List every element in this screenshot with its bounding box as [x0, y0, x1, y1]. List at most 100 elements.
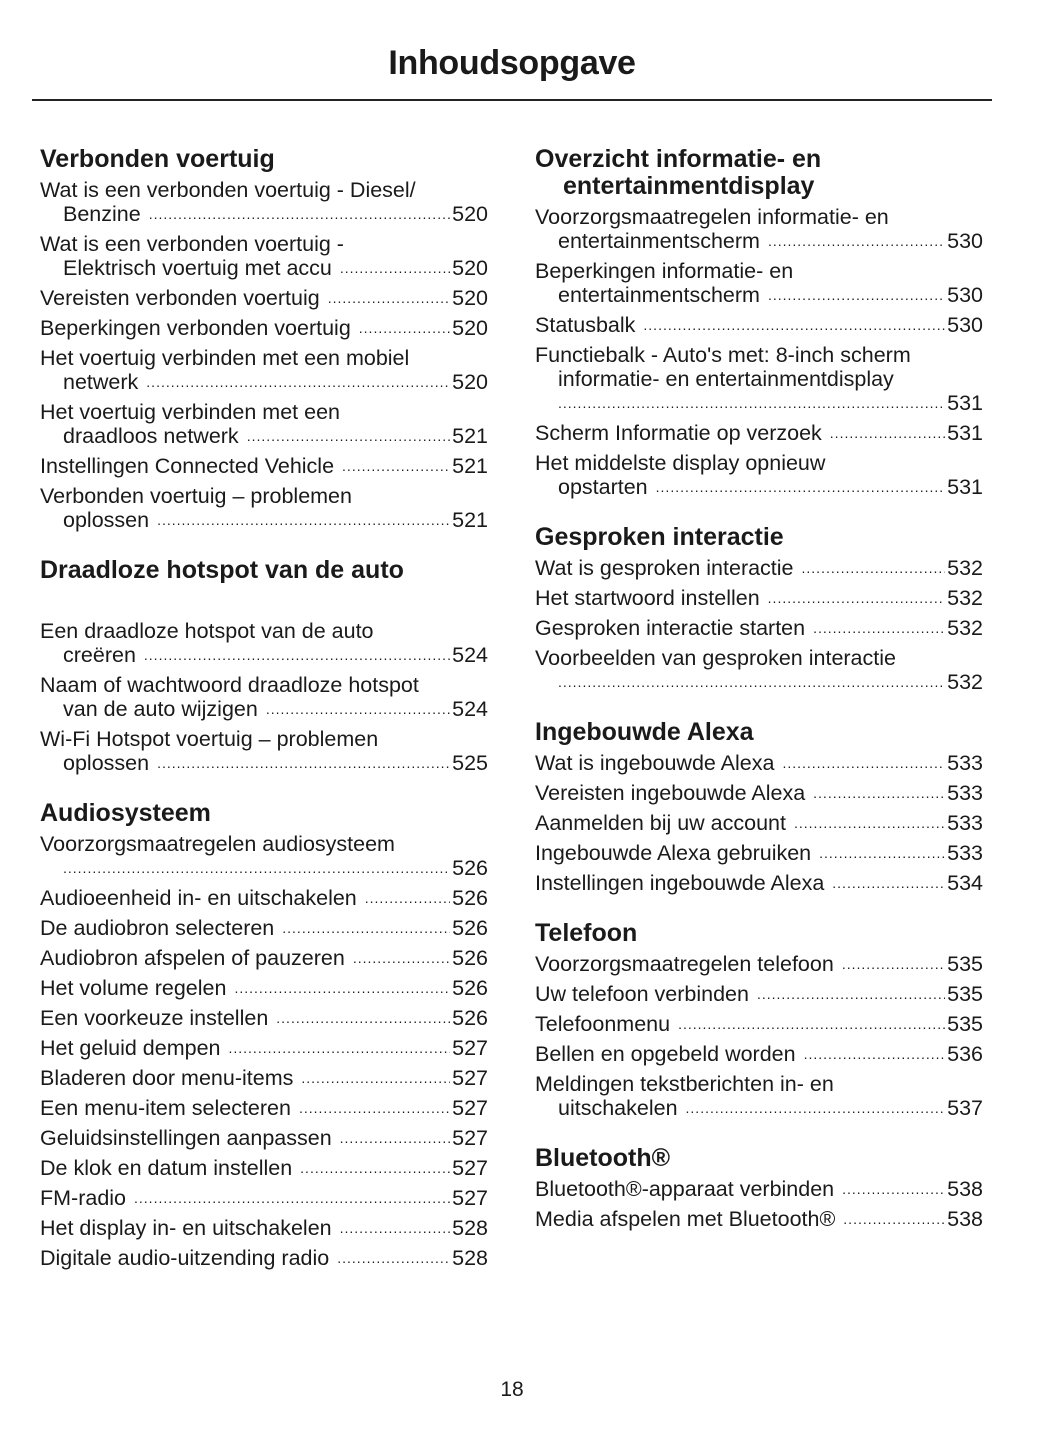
toc-page-number[interactable]: 535: [947, 952, 983, 976]
toc-entry[interactable]: Vereisten ingebouwde Alexa 533: [535, 781, 983, 805]
toc-page-number[interactable]: 527: [452, 1066, 488, 1090]
toc-page-number[interactable]: 536: [947, 1042, 983, 1066]
toc-entry[interactable]: Gesproken interactie starten 532: [535, 616, 983, 640]
toc-entry-line[interactable]: Benzine 520: [40, 202, 488, 226]
toc-page-number[interactable]: 531: [947, 421, 983, 445]
toc-entry[interactable]: Telefoonmenu 535: [535, 1012, 983, 1036]
toc-page-number[interactable]: 520: [452, 256, 488, 280]
toc-entry-line[interactable]: netwerk 520: [40, 370, 488, 394]
toc-entry-line[interactable]: Statusbalk 530: [535, 313, 983, 337]
toc-page-number[interactable]: 535: [947, 1012, 983, 1036]
toc-entry-line[interactable]: Bladeren door menu-items 527: [40, 1066, 488, 1090]
toc-page-number[interactable]: 527: [452, 1156, 488, 1180]
toc-entry[interactable]: FM-radio 527: [40, 1186, 488, 1210]
toc-entry[interactable]: Ingebouwde Alexa gebruiken 533: [535, 841, 983, 865]
toc-entry-line[interactable]: Audioeenheid in- en uitschakelen 526: [40, 886, 488, 910]
toc-page-number[interactable]: 520: [452, 316, 488, 340]
toc-entry-line[interactable]: Vereisten ingebouwde Alexa 533: [535, 781, 983, 805]
toc-entry[interactable]: Een voorkeuze instellen 526: [40, 1006, 488, 1030]
toc-entry[interactable]: Meldingen tekstberichten in- en uitschake…: [535, 1072, 983, 1120]
toc-entry[interactable]: Instellingen ingebouwde Alexa 534: [535, 871, 983, 895]
toc-entry[interactable]: Een menu-item selecteren 527: [40, 1096, 488, 1120]
toc-page-number[interactable]: 527: [452, 1096, 488, 1120]
toc-entry-line[interactable]: Telefoonmenu 535: [535, 1012, 983, 1036]
toc-entry[interactable]: Voorzorgsmaatregelen informatie- en enter…: [535, 205, 983, 253]
toc-page-number[interactable]: 520: [452, 202, 488, 226]
toc-entry-line[interactable]: Een menu-item selecteren 527: [40, 1096, 488, 1120]
toc-entry-line[interactable]: Wat is ingebouwde Alexa 533: [535, 751, 983, 775]
toc-page-number[interactable]: 532: [947, 670, 983, 694]
toc-page-number[interactable]: 527: [452, 1186, 488, 1210]
toc-entry[interactable]: De klok en datum instellen 527: [40, 1156, 488, 1180]
toc-page-number[interactable]: 527: [452, 1126, 488, 1150]
toc-page-number[interactable]: 526: [452, 946, 488, 970]
toc-entry-line[interactable]: De klok en datum instellen 527: [40, 1156, 488, 1180]
toc-entry[interactable]: De audiobron selecteren 526: [40, 916, 488, 940]
toc-page-number[interactable]: 533: [947, 841, 983, 865]
toc-entry[interactable]: Aanmelden bij uw account 533: [535, 811, 983, 835]
toc-entry[interactable]: Beperkingen informatie- en entertainments…: [535, 259, 983, 307]
toc-entry-line[interactable]: Instellingen ingebouwde Alexa 534: [535, 871, 983, 895]
toc-entry-line[interactable]: draadloos netwerk 521: [40, 424, 488, 448]
toc-page-number[interactable]: 524: [452, 697, 488, 721]
toc-entry[interactable]: Het startwoord instellen 532: [535, 586, 983, 610]
toc-page-number[interactable]: 532: [947, 556, 983, 580]
toc-page-number[interactable]: 530: [947, 229, 983, 253]
toc-page-number[interactable]: 534: [947, 871, 983, 895]
toc-entry-line[interactable]: entertainmentscherm 530: [535, 229, 983, 253]
toc-entry[interactable]: Het geluid dempen 527: [40, 1036, 488, 1060]
toc-entry-line[interactable]: FM-radio 527: [40, 1186, 488, 1210]
toc-page-number[interactable]: 532: [947, 586, 983, 610]
toc-entry-line[interactable]: Elektrisch voertuig met accu 520: [40, 256, 488, 280]
toc-entry[interactable]: Instellingen Connected Vehicle 521: [40, 454, 488, 478]
toc-entry-line[interactable]: oplossen 521: [40, 508, 488, 532]
toc-entry-line[interactable]: Gesproken interactie starten 532: [535, 616, 983, 640]
toc-entry-line[interactable]: De audiobron selecteren 526: [40, 916, 488, 940]
toc-entry-line[interactable]: oplossen 525: [40, 751, 488, 775]
toc-entry[interactable]: Geluidsinstellingen aanpassen 527: [40, 1126, 488, 1150]
toc-entry[interactable]: Bellen en opgebeld worden 536: [535, 1042, 983, 1066]
toc-page-number[interactable]: 526: [452, 976, 488, 1000]
toc-entry[interactable]: Naam of wachtwoord draadloze hotspot van …: [40, 673, 488, 721]
toc-entry-line[interactable]: van de auto wijzigen 524: [40, 697, 488, 721]
toc-entry-line[interactable]: Een voorkeuze instellen 526: [40, 1006, 488, 1030]
toc-page-number[interactable]: 521: [452, 424, 488, 448]
toc-entry-line[interactable]: Het display in- en uitschakelen 528: [40, 1216, 488, 1240]
toc-entry-line[interactable]: Ingebouwde Alexa gebruiken 533: [535, 841, 983, 865]
toc-entry[interactable]: Wat is een verbonden voertuig - Elektrisc…: [40, 232, 488, 280]
toc-entry-line[interactable]: creëren 524: [40, 643, 488, 667]
toc-entry-line[interactable]: Digitale audio-uitzending radio 528: [40, 1246, 488, 1270]
toc-entry[interactable]: Wi-Fi Hotspot voertuig – problemen oploss…: [40, 727, 488, 775]
toc-entry-line[interactable]: Wat is gesproken interactie 532: [535, 556, 983, 580]
toc-entry-line[interactable]: Audiobron afspelen of pauzeren 526: [40, 946, 488, 970]
toc-entry[interactable]: Voorbeelden van gesproken interactie 532: [535, 646, 983, 694]
toc-entry[interactable]: Uw telefoon verbinden 535: [535, 982, 983, 1006]
toc-entry-line[interactable]: Scherm Informatie op verzoek 531: [535, 421, 983, 445]
toc-entry-line[interactable]: 526: [40, 856, 488, 880]
toc-entry-line[interactable]: 531: [535, 391, 983, 415]
toc-page-number[interactable]: 533: [947, 751, 983, 775]
toc-entry-line[interactable]: Vereisten verbonden voertuig 520: [40, 286, 488, 310]
toc-entry[interactable]: Een draadloze hotspot van de auto creëren…: [40, 619, 488, 667]
toc-page-number[interactable]: 521: [452, 454, 488, 478]
toc-entry[interactable]: Het display in- en uitschakelen 528: [40, 1216, 488, 1240]
toc-entry-line[interactable]: Het volume regelen 526: [40, 976, 488, 1000]
toc-entry-line[interactable]: 532: [535, 670, 983, 694]
toc-page-number[interactable]: 530: [947, 313, 983, 337]
toc-page-number[interactable]: 528: [452, 1216, 488, 1240]
toc-entry[interactable]: Het voertuig verbinden met een mobiel net…: [40, 346, 488, 394]
toc-page-number[interactable]: 526: [452, 1006, 488, 1030]
toc-entry-line[interactable]: Uw telefoon verbinden 535: [535, 982, 983, 1006]
toc-entry-line[interactable]: Bluetooth®-apparaat verbinden 538: [535, 1177, 983, 1201]
toc-entry[interactable]: Het voertuig verbinden met een draadloos …: [40, 400, 488, 448]
toc-entry[interactable]: Het volume regelen 526: [40, 976, 488, 1000]
toc-page-number[interactable]: 521: [452, 508, 488, 532]
toc-page-number[interactable]: 526: [452, 856, 488, 880]
toc-page-number[interactable]: 532: [947, 616, 983, 640]
toc-entry-line[interactable]: uitschakelen 537: [535, 1096, 983, 1120]
toc-entry[interactable]: Scherm Informatie op verzoek 531: [535, 421, 983, 445]
toc-entry-line[interactable]: Bellen en opgebeld worden 536: [535, 1042, 983, 1066]
toc-entry-line[interactable]: Instellingen Connected Vehicle 521: [40, 454, 488, 478]
toc-entry[interactable]: Vereisten verbonden voertuig 520: [40, 286, 488, 310]
